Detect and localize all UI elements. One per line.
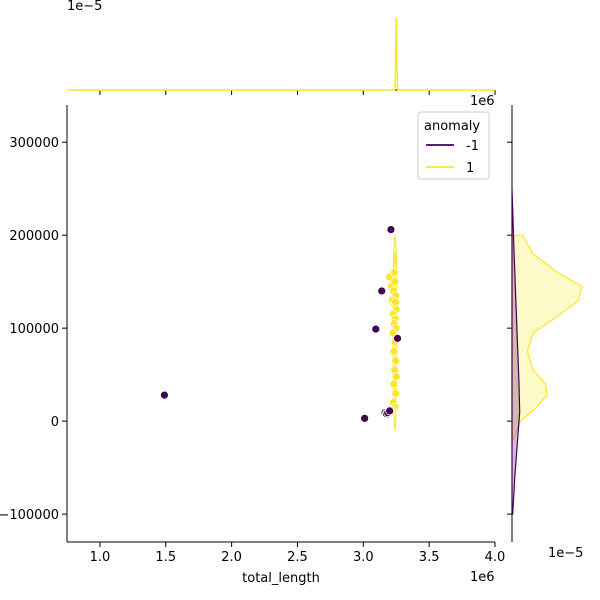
scatter-point-normal — [391, 297, 400, 307]
legend-label: -1 — [466, 139, 479, 154]
right-marginal: 1e−5 — [507, 105, 583, 561]
y-tick-label: 300000 — [9, 136, 59, 151]
y-ticks: −100000 0 100000 200000 300000 — [0, 136, 67, 523]
right-marginal-offset-label: 1e−5 — [548, 546, 583, 561]
top-marginal-kde-1 — [67, 17, 495, 91]
scatter-point-anomaly — [377, 286, 387, 296]
top-marginal-ticks — [99, 90, 496, 95]
scatter-point-anomaly — [385, 406, 395, 416]
legend: anomaly -11 — [417, 111, 490, 180]
x-tick-label: 3.5 — [419, 550, 440, 565]
top-marginal: 1e−5 — [67, 0, 496, 95]
x-tick-label: 1.0 — [90, 550, 111, 565]
top-marginal-offset-label: 1e−5 — [67, 0, 102, 14]
y-tick-label: 100000 — [9, 322, 59, 337]
scatter-point-anomaly — [160, 390, 169, 400]
right-marginal-kde--1 — [511, 188, 521, 515]
joint-axes: 1.0 1.5 2.0 2.5 3.0 3.5 4.0 −100000 0 100000 2000… — [0, 94, 505, 586]
scatter-point-normal — [391, 388, 400, 398]
x-tick-label: 3.0 — [353, 550, 374, 565]
legend-label: 1 — [466, 161, 474, 176]
scatter-point-anomaly — [393, 333, 402, 343]
scatter-point-normal — [389, 267, 399, 277]
x-tick-label: 2.0 — [221, 550, 242, 565]
scatter-point-normal — [391, 356, 401, 366]
x-offset-label: 1e6 — [470, 570, 495, 585]
x-axis-label: total_length — [242, 571, 320, 586]
scatter-point-normal — [389, 379, 399, 389]
scatter-point-normal — [390, 277, 400, 287]
x-ticks: 1.0 1.5 2.0 2.5 3.0 3.5 4.0 — [90, 542, 506, 565]
scatter-point-normal — [388, 328, 398, 338]
scatter-point-normal — [391, 372, 401, 381]
y-offset-label: 1e6 — [470, 94, 495, 109]
scatter-point-anomaly — [386, 225, 396, 234]
x-tick-label: 1.5 — [155, 550, 176, 565]
right-marginal-kde — [511, 188, 583, 515]
y-tick-label: 200000 — [9, 229, 59, 244]
x-tick-label: 2.5 — [287, 550, 308, 565]
y-tick-label: 0 — [51, 415, 59, 430]
right-marginal-ticks — [507, 141, 512, 515]
scatter-point-normal — [389, 346, 399, 356]
top-marginal-kde — [67, 17, 495, 91]
y-tick-label: −100000 — [0, 508, 59, 523]
scatter-points — [160, 225, 402, 423]
scatter-point-anomaly — [360, 413, 370, 423]
x-tick-label: 4.0 — [485, 550, 506, 565]
scatter-point-anomaly — [371, 324, 381, 334]
legend-title: anomaly — [424, 119, 480, 134]
legend-entries: -11 — [426, 139, 479, 176]
